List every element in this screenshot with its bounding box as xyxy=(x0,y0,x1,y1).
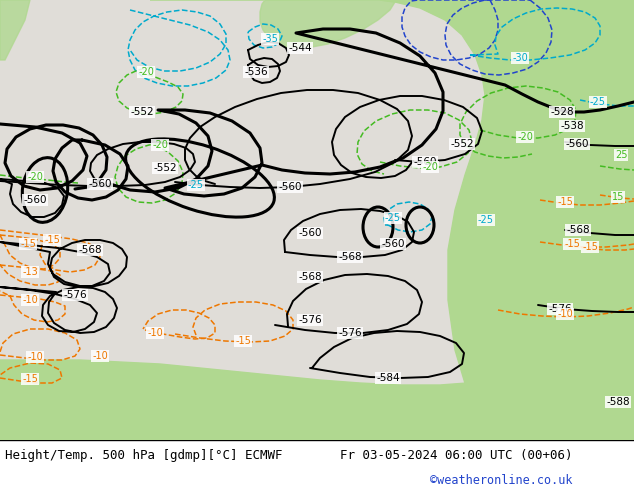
Text: -20: -20 xyxy=(138,67,154,77)
Text: 25: 25 xyxy=(615,150,627,160)
Text: -15: -15 xyxy=(44,235,60,245)
Text: -10: -10 xyxy=(27,352,43,362)
Text: 15: 15 xyxy=(612,192,624,202)
Text: -552: -552 xyxy=(153,163,177,173)
Text: -20: -20 xyxy=(152,140,168,150)
Text: -15: -15 xyxy=(22,374,38,384)
Text: -528: -528 xyxy=(550,107,574,117)
Polygon shape xyxy=(0,360,634,440)
Text: -25: -25 xyxy=(385,213,401,223)
Text: -20: -20 xyxy=(422,162,438,172)
Text: -576: -576 xyxy=(63,290,87,300)
Text: -568: -568 xyxy=(566,225,590,235)
Text: Height/Temp. 500 hPa [gdmp][°C] ECMWF: Height/Temp. 500 hPa [gdmp][°C] ECMWF xyxy=(5,448,283,462)
Text: -20: -20 xyxy=(27,172,43,182)
Text: ©weatheronline.co.uk: ©weatheronline.co.uk xyxy=(430,473,573,487)
Text: -538: -538 xyxy=(560,121,584,131)
Text: -10: -10 xyxy=(557,309,573,319)
Text: -560: -560 xyxy=(413,157,437,167)
Text: -568: -568 xyxy=(298,272,322,282)
Text: -536: -536 xyxy=(244,67,268,77)
Text: -568: -568 xyxy=(78,245,102,255)
Text: -588: -588 xyxy=(606,397,630,407)
Text: -10: -10 xyxy=(92,351,108,361)
Text: -544: -544 xyxy=(288,43,312,53)
Text: -15: -15 xyxy=(235,336,251,346)
Text: -25: -25 xyxy=(188,180,204,190)
Text: -30: -30 xyxy=(512,53,528,63)
Polygon shape xyxy=(380,0,634,440)
Text: -25: -25 xyxy=(478,215,494,225)
Text: -560: -560 xyxy=(298,228,321,238)
Text: -552: -552 xyxy=(130,107,154,117)
Text: Fr 03-05-2024 06:00 UTC (00+06): Fr 03-05-2024 06:00 UTC (00+06) xyxy=(340,448,573,462)
Text: -576: -576 xyxy=(298,315,322,325)
Text: -552: -552 xyxy=(450,139,474,149)
Text: -560: -560 xyxy=(566,139,589,149)
Text: -13: -13 xyxy=(22,267,38,277)
Text: -15: -15 xyxy=(20,239,36,249)
Text: -15: -15 xyxy=(582,242,598,252)
Text: -10: -10 xyxy=(22,295,38,305)
Text: -568: -568 xyxy=(338,252,362,262)
Text: -15: -15 xyxy=(557,197,573,207)
Text: -20: -20 xyxy=(517,132,533,142)
Polygon shape xyxy=(0,0,30,60)
Text: -10: -10 xyxy=(147,328,163,338)
Text: -584: -584 xyxy=(376,373,400,383)
Text: -560: -560 xyxy=(278,182,302,192)
Text: -560: -560 xyxy=(88,179,112,189)
Text: -35: -35 xyxy=(262,34,278,44)
Text: -576: -576 xyxy=(548,304,572,314)
Text: -15: -15 xyxy=(564,239,580,249)
Text: -560: -560 xyxy=(381,239,404,249)
Text: -25: -25 xyxy=(590,97,606,107)
Polygon shape xyxy=(150,0,395,48)
Text: -576: -576 xyxy=(338,328,362,338)
Text: -560: -560 xyxy=(23,195,47,205)
